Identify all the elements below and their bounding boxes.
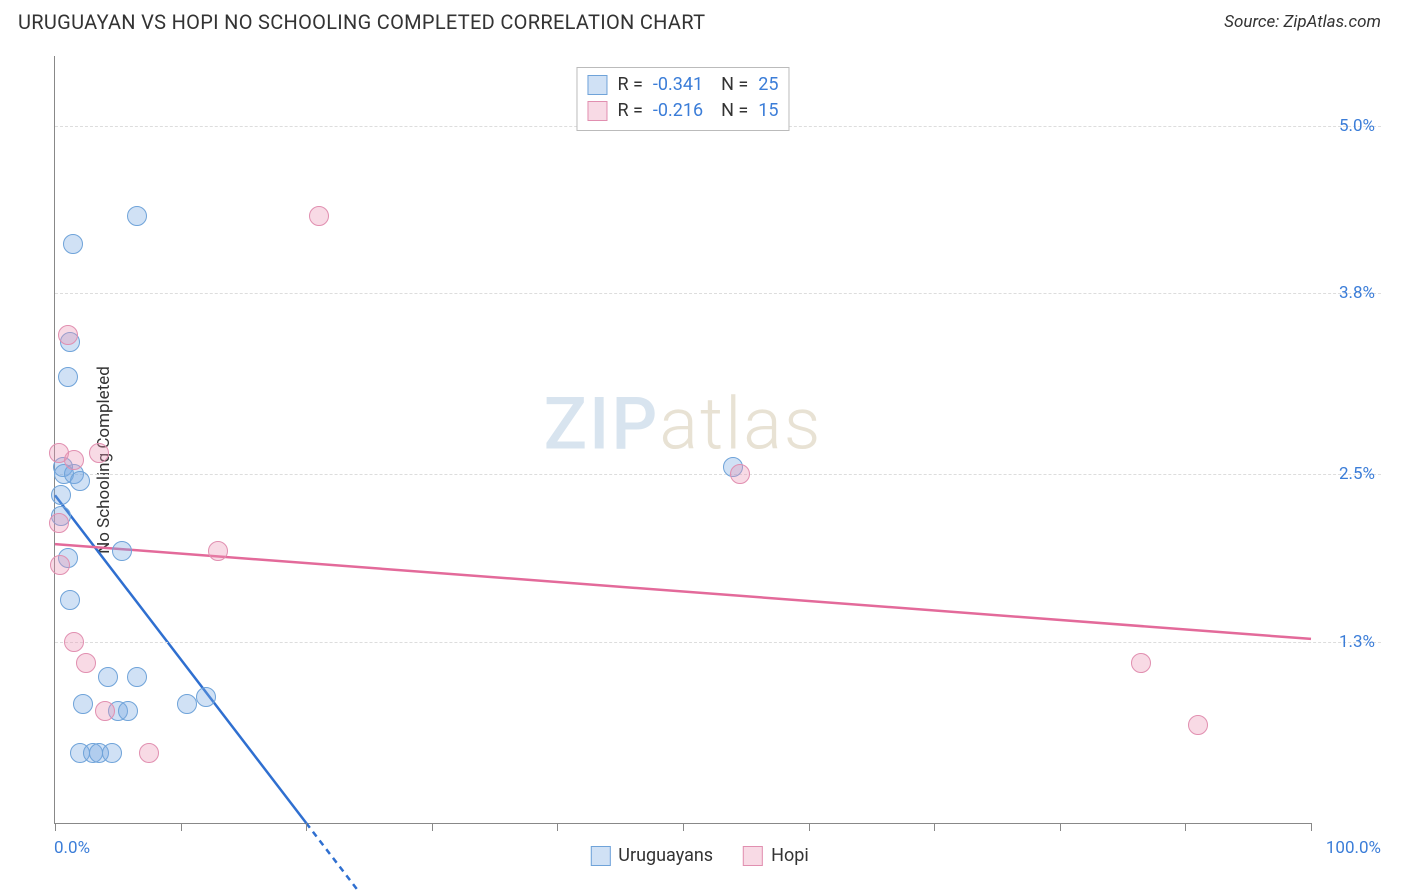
legend-swatch-1 xyxy=(743,846,763,866)
grid-line xyxy=(55,293,1381,294)
trend-lines xyxy=(55,56,1311,823)
data-point xyxy=(63,234,83,254)
data-point xyxy=(70,471,90,491)
y-tick-label: 5.0% xyxy=(1339,116,1375,136)
x-tick xyxy=(306,823,307,831)
data-point xyxy=(49,443,69,463)
stats-swatch-0 xyxy=(587,75,607,95)
legend-swatch-0 xyxy=(590,846,610,866)
stats-n-label-0: N = xyxy=(721,72,748,98)
stats-r-value-1: -0.216 xyxy=(653,98,703,124)
y-tick-label: 1.3% xyxy=(1339,632,1375,652)
data-point xyxy=(76,653,96,673)
data-point xyxy=(208,541,228,561)
grid-line xyxy=(55,474,1381,475)
data-point xyxy=(102,743,122,763)
data-point xyxy=(730,464,750,484)
x-tick xyxy=(432,823,433,831)
stats-n-label-1: N = xyxy=(721,98,748,124)
chart-area: No Schooling Completed ZIPatlas R = -0.3… xyxy=(18,48,1381,872)
data-point xyxy=(127,206,147,226)
x-tick xyxy=(1060,823,1061,831)
data-point xyxy=(177,694,197,714)
data-point xyxy=(73,694,93,714)
watermark-atlas: atlas xyxy=(659,382,822,467)
stats-row-0: R = -0.341 N = 25 xyxy=(587,72,778,98)
data-point xyxy=(1131,653,1151,673)
x-tick xyxy=(55,823,56,831)
data-point xyxy=(49,513,69,533)
y-tick-label: 2.5% xyxy=(1339,464,1375,484)
x-tick-label-min: 0.0% xyxy=(54,838,90,858)
x-tick xyxy=(809,823,810,831)
data-point xyxy=(139,743,159,763)
stats-box: R = -0.341 N = 25 R = -0.216 N = 15 xyxy=(576,67,789,131)
data-point xyxy=(60,590,80,610)
watermark: ZIPatlas xyxy=(544,382,823,467)
data-point xyxy=(118,701,138,721)
chart-header: URUGUAYAN VS HOPI NO SCHOOLING COMPLETED… xyxy=(0,0,1406,39)
chart-source: Source: ZipAtlas.com xyxy=(1224,12,1381,32)
data-point xyxy=(58,325,78,345)
data-point xyxy=(50,555,70,575)
stats-n-value-0: 25 xyxy=(758,72,778,98)
x-tick xyxy=(934,823,935,831)
data-point xyxy=(95,701,115,721)
legend-item-0: Uruguayans xyxy=(590,845,713,866)
data-point xyxy=(51,485,71,505)
x-tick xyxy=(181,823,182,831)
y-tick-label: 3.8% xyxy=(1339,283,1375,303)
stats-r-label-1: R = xyxy=(617,98,642,124)
watermark-zip: ZIP xyxy=(544,382,660,467)
x-tick xyxy=(1311,823,1312,831)
stats-swatch-1 xyxy=(587,101,607,121)
data-point xyxy=(64,632,84,652)
data-point xyxy=(1188,715,1208,735)
data-point xyxy=(112,541,132,561)
grid-line xyxy=(55,642,1381,643)
legend-item-1: Hopi xyxy=(743,845,809,866)
legend-label-1: Hopi xyxy=(771,845,809,866)
legend: Uruguayans Hopi xyxy=(590,845,808,866)
legend-label-0: Uruguayans xyxy=(618,845,713,866)
x-tick xyxy=(557,823,558,831)
stats-n-value-1: 15 xyxy=(758,98,778,124)
x-tick xyxy=(1185,823,1186,831)
chart-title: URUGUAYAN VS HOPI NO SCHOOLING COMPLETED… xyxy=(18,10,705,34)
data-point xyxy=(127,667,147,687)
x-tick-label-max: 100.0% xyxy=(1326,838,1381,858)
data-point xyxy=(196,687,216,707)
x-tick xyxy=(683,823,684,831)
stats-r-value-0: -0.341 xyxy=(653,72,703,98)
data-point xyxy=(89,443,109,463)
data-point xyxy=(58,367,78,387)
data-point xyxy=(309,206,329,226)
plot-region: ZIPatlas R = -0.341 N = 25 R = -0.216 N … xyxy=(54,56,1311,824)
data-point xyxy=(98,667,118,687)
stats-row-1: R = -0.216 N = 15 xyxy=(587,98,778,124)
stats-r-label-0: R = xyxy=(617,72,642,98)
